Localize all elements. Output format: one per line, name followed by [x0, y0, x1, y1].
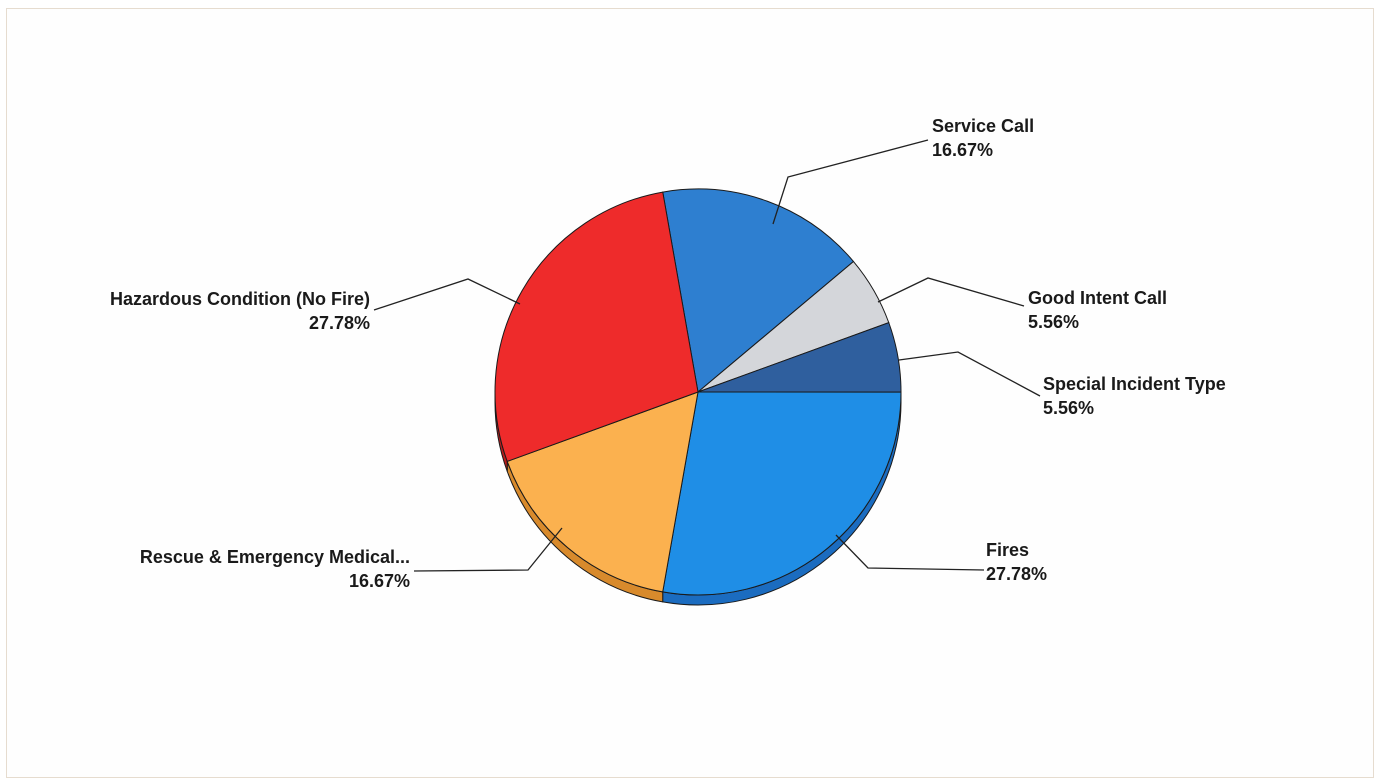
slice-name-label-service-call: Service Call: [932, 116, 1034, 136]
pie-slice-rescue-emergency-medical[interactable]: [506, 391, 699, 593]
leader-line-service-call: [772, 139, 929, 225]
pie-slice-hazardous-condition-no-fire[interactable]: [494, 191, 699, 463]
slice-percent-label-rescue-emergency-medical: 16.67%: [349, 571, 410, 591]
slice-name-label-hazardous-condition-no-fire: Hazardous Condition (No Fire): [110, 289, 370, 309]
leader-line-rescue-emergency-medical: [413, 527, 563, 572]
slice-name-label-fires: Fires: [986, 540, 1029, 560]
slice-name-label-special-incident-type: Special Incident Type: [1043, 374, 1226, 394]
leader-line-layer: [373, 139, 1041, 572]
slice-label-layer: Service Call 16.67% Good Intent Call 5.56% S…: [110, 116, 1226, 591]
slice-name-label-rescue-emergency-medical: Rescue & Emergency Medical...: [140, 547, 410, 567]
slice-percent-label-hazardous-condition-no-fire: 27.78%: [309, 313, 370, 333]
pie-slice-fires[interactable]: [662, 391, 902, 596]
leader-line-fires: [835, 534, 985, 571]
pie-slice-layer: [494, 188, 902, 596]
leader-line-hazardous-condition-no-fire: [373, 278, 521, 311]
leader-line-good-intent-call: [877, 277, 1025, 307]
slice-percent-label-fires: 27.78%: [986, 564, 1047, 584]
pie-slice-service-call[interactable]: [662, 188, 855, 393]
slice-percent-label-service-call: 16.67%: [932, 140, 993, 160]
slice-percent-label-special-incident-type: 5.56%: [1043, 398, 1094, 418]
leader-line-special-incident-type: [898, 351, 1041, 397]
slice-percent-label-good-intent-call: 5.56%: [1028, 312, 1079, 332]
slice-name-label-good-intent-call: Good Intent Call: [1028, 288, 1167, 308]
